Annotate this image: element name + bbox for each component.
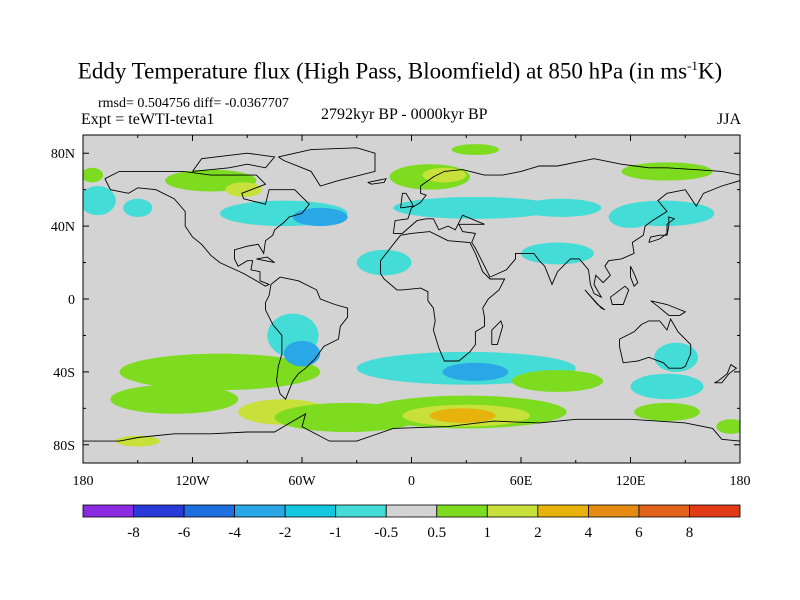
anomaly-patch-cyan [356,249,412,276]
coastline [400,192,414,209]
lat-tick-label: 40S [53,366,75,381]
title-main: Eddy Temperature flux (High Pass, Bloomf… [77,58,688,84]
title-tail: K) [697,58,723,84]
anomaly-patch-light_blue [442,362,509,381]
coastline [265,276,349,400]
coastline [491,320,504,346]
anomaly-patch-cyan [83,186,116,216]
coastline [83,412,740,442]
colorbar-label: -6 [178,525,191,541]
lat-tick-label: 80N [51,147,75,162]
anomaly-patch-light_blue [292,207,348,227]
lat-tick-label: 0 [68,293,75,308]
anomaly-patch-green [451,144,500,156]
colorbar-label: -1 [329,525,342,541]
anomaly-patch-yellow [422,167,467,183]
map-axes: 80N 40N 0 40S 80S 180 120W 60W 0 60E 120E 180 [51,135,751,489]
anomaly-patch-light_blue [283,340,321,367]
colorbar-swatch [284,504,337,518]
coastline [367,178,387,185]
anomaly-patch-green [83,167,104,183]
colorbar-label: 0.5 [427,525,446,541]
title-superscript: -1 [687,58,698,73]
coastline [278,147,376,187]
colorbar-label: -8 [127,525,140,541]
anomaly-patch-green [511,370,604,392]
lon-tick-label: 120E [616,474,646,489]
coastline [714,363,738,384]
anomaly-patch-cyan [123,198,153,217]
anomaly-patch-green [621,162,713,181]
colorbar-swatch [689,504,741,518]
anomaly-patch-yellow [225,182,262,197]
colorbar-label: -4 [228,525,241,541]
coastline [392,158,740,299]
colorbar-label: -2 [279,525,292,541]
anomaly-patch-green [634,402,700,422]
lon-tick-label: 0 [408,474,415,489]
colorbar-label: -0.5 [374,525,398,541]
anomaly-patch-green [716,419,740,434]
coastline [380,231,506,362]
colorbar-label: 1 [484,525,492,541]
colorbar-swatch [385,504,438,518]
coastline [619,317,692,369]
colorbar-label: 4 [585,525,593,541]
coastline [256,256,275,264]
anomaly-patch-cyan [521,198,602,217]
anomaly-patch-cyan [393,196,558,219]
coastline [648,216,676,243]
coastline [650,300,687,316]
colorbar-swatch [133,504,185,518]
colorbar-swatch [436,504,488,518]
anomaly-patch-cyan [654,342,699,372]
coastline [192,152,276,172]
anomaly-field [83,144,740,447]
lat-tick-label: 40N [51,220,75,235]
coastline [584,289,606,311]
coastline [104,170,310,287]
colorbar-swatch [587,504,640,518]
colorbar-label: 2 [534,525,542,541]
lon-tick-label: 60W [288,474,316,489]
lon-tick-label: 180 [73,474,94,489]
anomaly-patch-orange [429,408,496,423]
lat-tick-label: 80S [53,439,75,454]
anomaly-patch-cyan [630,373,704,400]
coastline [630,266,639,287]
colorbar: -8 -6 -4 -2 -1 -0.5 0.5 1 2 4 6 8 [82,504,741,541]
anomaly-patch-green [119,353,321,391]
figure-title: Eddy Temperature flux (High Pass, Bloomf… [0,58,800,85]
period-label: 2792kyr BP - 0000kyr BP [321,106,488,123]
colorbar-swatch [537,504,589,518]
lon-tick-label: 180 [730,474,751,489]
anomaly-patch-yellow [115,435,160,447]
stats-label: rmsd= 0.504756 diff= -0.0367707 [98,96,289,111]
colorbar-swatch [486,504,539,518]
colorbar-label: 6 [635,525,643,541]
lon-tick-label: 60E [510,474,533,489]
coastlines [83,147,740,442]
colorbar-swatch [183,504,236,518]
colorbar-swatch [234,504,286,518]
colorbar-label: 8 [686,525,694,541]
colorbar-swatch [638,504,690,518]
experiment-label: Expt = teWTI-tevta1 [81,111,215,128]
anomaly-patch-green [110,384,239,414]
season-label: JJA [717,111,742,128]
colorbar-swatch [82,504,134,518]
colorbar-swatch [335,504,387,518]
lon-tick-label: 120W [175,474,210,489]
coastline [609,285,630,305]
